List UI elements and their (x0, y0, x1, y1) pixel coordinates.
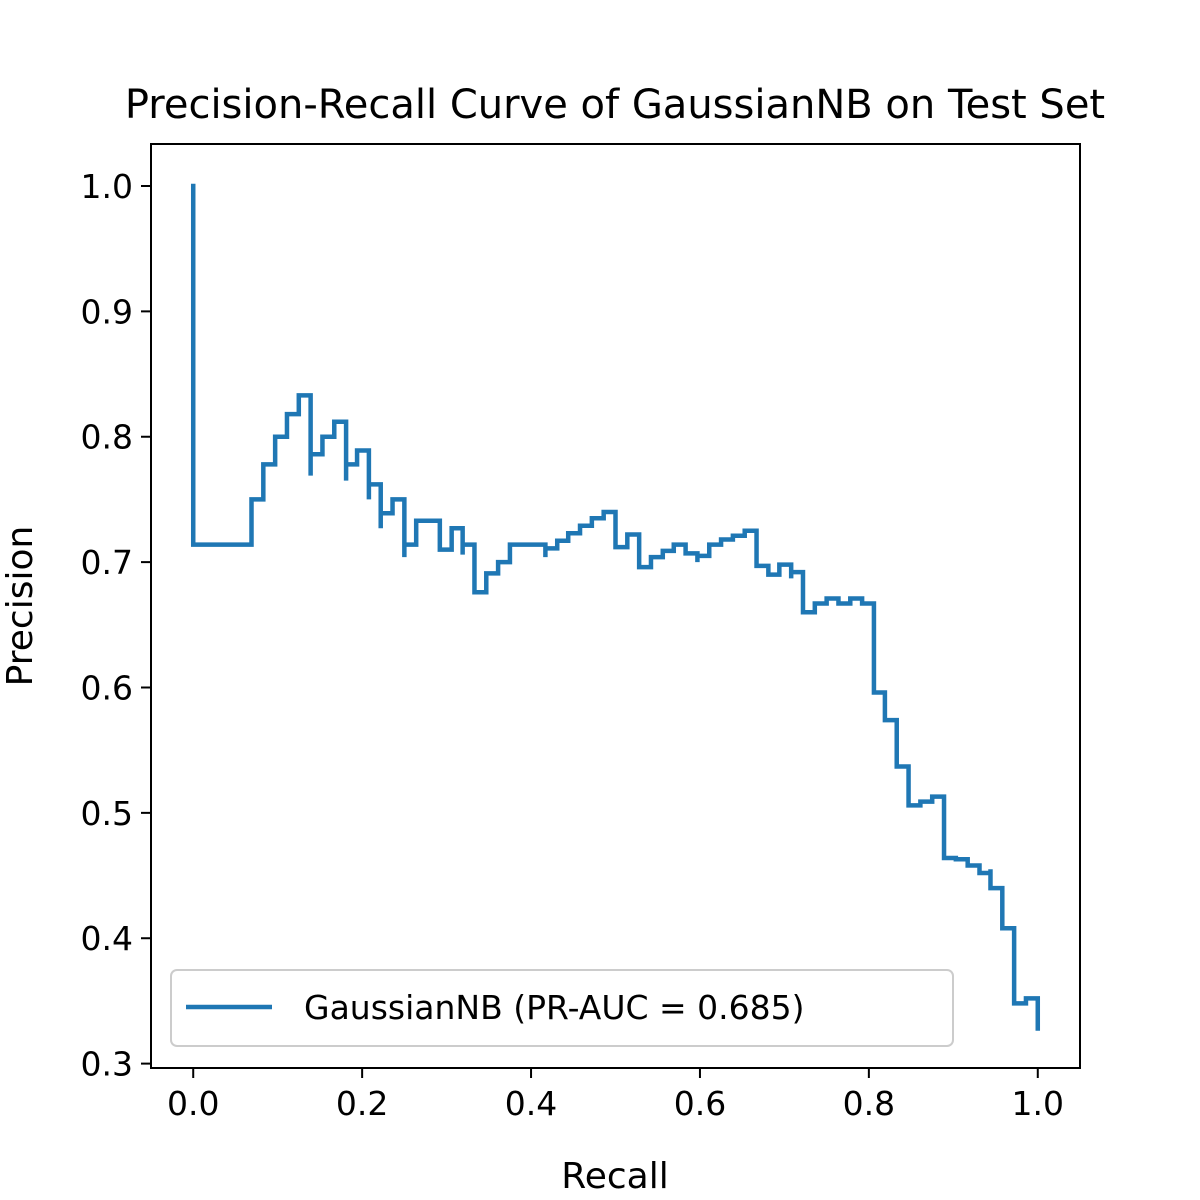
x-axis-label: Recall (561, 1156, 668, 1197)
y-tick-label: 1.0 (81, 167, 133, 206)
axes-frame (150, 143, 1081, 1069)
series-line-gaussiannb (190, 183, 1041, 1031)
x-axis: 0.0 0.2 0.4 0.6 0.8 1.0 (167, 1068, 1064, 1123)
y-tick-label: 0.7 (81, 543, 133, 582)
y-tick-label: 0.5 (81, 794, 133, 833)
legend-box (170, 969, 954, 1047)
x-tick-label: 0.2 (336, 1084, 388, 1123)
plot-area (190, 183, 1041, 1031)
y-tick-label: 0.6 (81, 668, 133, 707)
y-tick-label: 0.4 (81, 919, 133, 958)
x-tick-label: 1.0 (1012, 1084, 1064, 1123)
y-tick-label: 0.8 (81, 418, 133, 457)
y-axis: 0.3 0.4 0.5 0.6 0.7 0.8 0.9 1.0 (81, 167, 151, 1084)
y-axis-label: Precision (0, 526, 41, 687)
legend-label-gaussiannb: GaussianNB (PR-AUC = 0.685) (304, 988, 805, 1027)
chart-title: Precision-Recall Curve of GaussianNB on … (125, 82, 1105, 128)
y-tick-label: 0.9 (81, 292, 133, 331)
x-tick-label: 0.4 (505, 1084, 557, 1123)
y-tick-label: 0.3 (81, 1045, 133, 1084)
legend: GaussianNB (PR-AUC = 0.685) (170, 969, 954, 1047)
x-tick-label: 0.0 (167, 1084, 219, 1123)
x-tick-label: 0.8 (843, 1084, 895, 1123)
x-tick-label: 0.6 (674, 1084, 726, 1123)
